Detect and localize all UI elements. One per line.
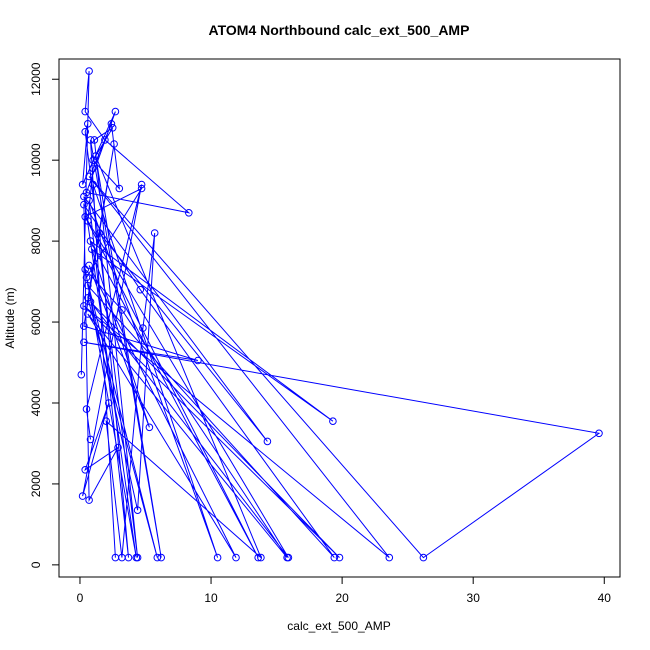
plot-frame [58, 58, 621, 578]
data-point [81, 213, 89, 221]
data-point [283, 553, 291, 562]
data-point [82, 188, 91, 197]
y-tick-label: 12000 [29, 62, 43, 96]
data-point [80, 192, 88, 201]
data-point [114, 443, 122, 452]
x-axis-label: calc_ext_500_AMP [287, 619, 390, 633]
data-point [136, 285, 145, 294]
data-point [91, 152, 100, 160]
data-point [132, 553, 141, 562]
data-point [86, 435, 95, 444]
data-point [115, 184, 124, 193]
y-tick-label: 10000 [29, 143, 43, 177]
data-point [85, 67, 93, 75]
data-point [335, 553, 344, 562]
data-point [84, 294, 92, 302]
data-point [102, 417, 110, 426]
data-point [118, 306, 126, 314]
y-tick-label: 4000 [29, 389, 43, 416]
data-point [118, 553, 126, 562]
data-point [86, 136, 95, 144]
data-point [157, 553, 165, 562]
series-layer [77, 67, 603, 562]
data-point [101, 136, 109, 144]
x-axis: 0 10 20 30 40 [77, 577, 612, 605]
data-point [139, 324, 147, 332]
x-tick-label: 20 [335, 591, 349, 605]
data-point [385, 553, 394, 562]
data-point [82, 273, 91, 282]
data-point [85, 496, 93, 504]
data-point [81, 265, 89, 274]
data-point [81, 107, 89, 116]
data-point [80, 322, 88, 330]
data-point [263, 437, 272, 446]
data-point [90, 136, 99, 144]
data-point [111, 107, 120, 116]
y-tick-label: 0 [29, 561, 43, 568]
data-point [232, 553, 240, 562]
data-point [85, 261, 93, 270]
data-point [86, 237, 95, 245]
data-point [145, 423, 154, 432]
data-point [81, 128, 89, 136]
data-point [137, 180, 146, 189]
data-point [80, 338, 88, 347]
data-point [89, 164, 97, 173]
data-point [77, 370, 86, 379]
data-point [194, 356, 202, 365]
data-point [110, 140, 118, 148]
x-tick-label: 30 [467, 591, 481, 605]
x-tick-label: 40 [598, 591, 612, 605]
data-point [95, 229, 104, 237]
data-point [84, 310, 92, 318]
data-point [153, 553, 162, 562]
data-point [330, 553, 339, 562]
data-point [419, 553, 428, 562]
data-point [105, 399, 113, 407]
data-point [257, 553, 265, 562]
data-point [86, 298, 95, 306]
series-line [80, 71, 601, 559]
data-point [88, 245, 96, 253]
y-axis: 0 2000 4000 6000 8000 10000 12000 [29, 62, 59, 568]
data-point [329, 417, 337, 426]
data-point [78, 180, 87, 189]
data-point [185, 209, 193, 217]
data-point [80, 200, 88, 209]
data-point [595, 429, 603, 438]
y-tick-label: 6000 [29, 308, 43, 335]
y-tick-label: 8000 [29, 227, 43, 254]
data-point [108, 124, 117, 132]
x-tick-label: 10 [204, 591, 218, 605]
data-point [107, 120, 116, 128]
data-point [82, 405, 91, 413]
data-point [84, 217, 92, 225]
x-tick-label: 0 [77, 591, 84, 605]
data-point [137, 184, 146, 193]
data-point [78, 492, 87, 500]
data-point [254, 553, 263, 562]
data-point [85, 172, 93, 181]
data-point [89, 156, 97, 164]
data-point [89, 180, 97, 189]
data-point [133, 506, 142, 515]
chart-title: ATOM4 Northbound calc_ext_500_AMP [209, 22, 470, 38]
data-point [84, 120, 92, 128]
data-point [213, 553, 222, 562]
data-point [84, 281, 92, 290]
y-tick-label: 2000 [29, 470, 43, 497]
data-point [80, 302, 88, 310]
data-point [150, 229, 159, 237]
y-axis-label: Altitude (m) [3, 287, 17, 348]
data-point [85, 196, 93, 205]
data-point [81, 466, 89, 474]
